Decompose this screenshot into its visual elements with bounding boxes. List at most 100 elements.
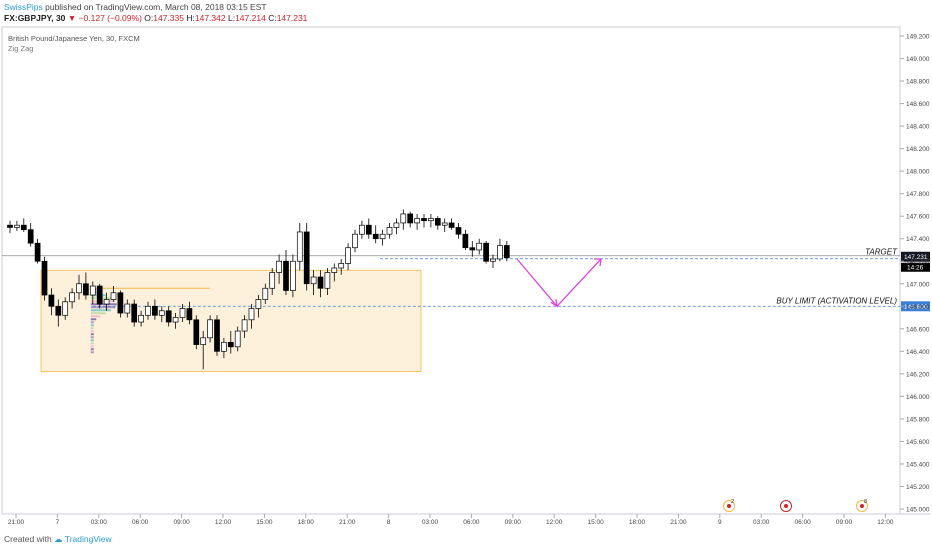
y-tick-label: 146.800: [906, 304, 930, 311]
projection-arrowhead-down: [550, 299, 558, 308]
candle-body: [7, 224, 13, 228]
tradingview-link[interactable]: TradingView: [64, 534, 112, 544]
x-tick-label: 9: [718, 519, 722, 526]
candle-body: [400, 213, 407, 224]
candle-body: [158, 310, 165, 316]
candle: [462, 229, 469, 250]
candle: [165, 306, 172, 327]
candle-body: [345, 247, 351, 264]
candle: [103, 292, 110, 311]
event-count: 2: [731, 499, 734, 505]
candle: [241, 315, 248, 338]
x-tick-label: 03:00: [91, 519, 108, 526]
candle-body: [69, 292, 75, 303]
candle-body: [317, 276, 324, 289]
candle: [276, 254, 282, 284]
buy-limit-price-tag: [901, 301, 930, 312]
economic-event-icon[interactable]: 8: [856, 499, 868, 512]
candle-body: [462, 233, 469, 249]
candle: [96, 283, 103, 309]
x-tick-label: 8: [387, 519, 391, 526]
candle: [310, 270, 317, 296]
high-label: H:: [186, 13, 195, 23]
candle-body: [455, 227, 462, 235]
volume-profile-bar: [90, 330, 94, 333]
y-tick-label: 149.200: [906, 34, 930, 41]
y-tick-label: 148.200: [906, 146, 930, 153]
publish-info: SwissPips published on TradingView.com, …: [4, 2, 267, 13]
candle: [20, 218, 27, 232]
candle: [152, 299, 158, 320]
candle-body: [186, 308, 193, 321]
projection-arrowhead-up: [594, 258, 602, 267]
candle-body: [441, 222, 448, 226]
candle-body: [14, 224, 20, 228]
economic-event-icon[interactable]: [780, 500, 792, 512]
candle: [352, 229, 358, 253]
candle-body: [152, 305, 158, 316]
symbol-label: FX:GBPJPY, 30: [4, 13, 66, 23]
event-count: 8: [864, 499, 867, 505]
candle: [503, 240, 510, 262]
volume-profile-bar: [90, 339, 94, 342]
candle-body: [338, 263, 345, 269]
time-tag: [901, 262, 930, 272]
price-chart[interactable]: British Pound/Japanese Yen, 30, FXCM Zig…: [0, 0, 932, 530]
y-tick-label: 146.600: [906, 326, 930, 333]
volume-profile-bar: [90, 300, 116, 303]
close-value: 147.231: [276, 13, 308, 23]
candle-body: [379, 233, 386, 240]
y-tick-label: 145.800: [906, 416, 930, 423]
candle-body: [124, 303, 131, 314]
candle-body: [76, 283, 82, 294]
x-tick-label: 21:00: [339, 519, 356, 526]
candle-body: [34, 242, 41, 262]
y-tick-label: 147.000: [906, 281, 930, 288]
candle-body: [234, 330, 241, 348]
low-value: 147.214: [235, 13, 266, 23]
candle: [227, 331, 234, 354]
candle-body: [414, 218, 420, 224]
candle: [483, 240, 489, 264]
candle-body: [255, 299, 262, 309]
candle-body: [407, 213, 414, 224]
volume-profile-bar: [90, 306, 116, 309]
candle-body: [241, 319, 248, 332]
candle: [421, 213, 427, 228]
price-change: ▼ −0.127 (−0.09%): [67, 13, 142, 23]
candle-body: [193, 319, 200, 345]
candle: [324, 267, 331, 296]
candle: [7, 220, 13, 234]
candle-body: [372, 233, 379, 240]
x-tick-label: 09:00: [173, 519, 190, 526]
candle-body: [448, 222, 455, 228]
x-tick-label: 06:00: [132, 519, 149, 526]
candle: [379, 229, 386, 246]
current-price-value: 147.231: [904, 254, 928, 261]
volume-profile-bar: [90, 321, 94, 324]
candle: [269, 267, 276, 296]
candle-body: [207, 319, 213, 339]
tradingview-logo-icon: ☁: [54, 534, 63, 544]
candle: [490, 254, 496, 268]
volume-profile-bar: [90, 318, 97, 321]
candle: [255, 295, 262, 318]
event-dot: [784, 504, 788, 508]
candle-body: [476, 242, 483, 251]
candle: [303, 222, 310, 291]
volume-profile-bar: [90, 351, 94, 354]
candle: [131, 299, 138, 327]
candle: [365, 218, 372, 239]
author-link[interactable]: SwissPips: [4, 2, 43, 12]
candle: [434, 216, 441, 230]
candle: [89, 281, 96, 305]
candle: [359, 220, 365, 239]
x-tick-label: 18:00: [298, 519, 315, 526]
candle: [207, 315, 213, 343]
x-tick-label: 15:00: [587, 519, 604, 526]
candle: [317, 270, 324, 298]
event-dot: [727, 504, 731, 508]
economic-event-icon[interactable]: 2: [723, 499, 735, 512]
candle-body: [55, 305, 62, 316]
candle: [372, 225, 379, 244]
